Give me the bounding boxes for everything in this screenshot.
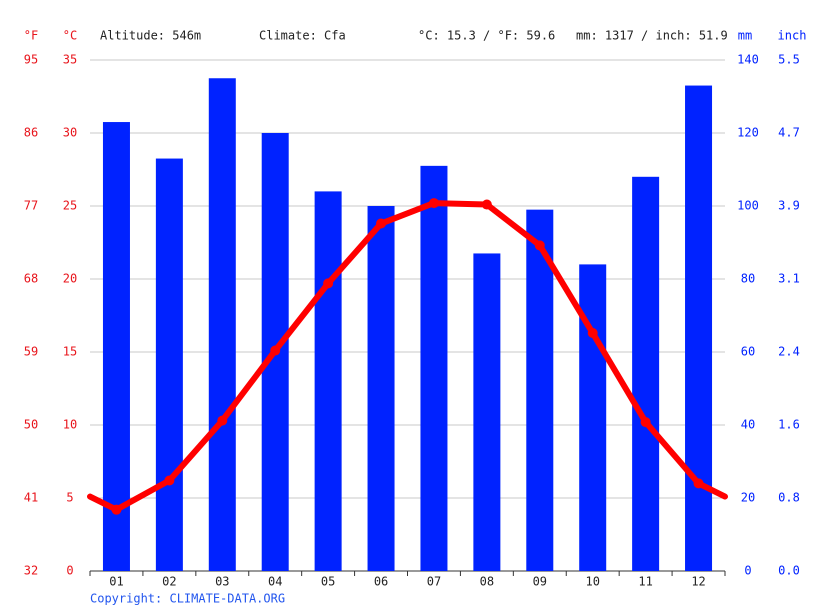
temperature-point: [481, 199, 492, 210]
c-tick-label: 5: [66, 491, 73, 505]
x-tick-label: 03: [215, 575, 229, 589]
x-tick-label: 06: [374, 575, 388, 589]
mm-tick-label: 0: [744, 564, 751, 578]
precipitation-bar: [526, 209, 554, 571]
precipitation-bar: [473, 253, 501, 571]
c-tick-label: 20: [63, 272, 77, 286]
f-tick-label: 41: [24, 491, 38, 505]
temperature-point: [587, 328, 598, 339]
inch-tick-label: 5.5: [778, 53, 800, 67]
precipitation-bar: [208, 78, 236, 571]
f-tick-label: 86: [24, 126, 38, 140]
inch-tick-label: 0.8: [778, 491, 800, 505]
precipitation-bar: [102, 122, 130, 572]
precipitation-bar: [155, 158, 183, 572]
mm-unit: mm: [738, 29, 752, 43]
altitude: Altitude: 546m: [100, 29, 201, 43]
inch-tick-label: 4.7: [778, 126, 800, 140]
precipitation-bar: [420, 165, 448, 571]
mm-tick-label: 140: [737, 53, 759, 67]
inch-tick-label: 3.1: [778, 272, 800, 286]
copyright: Copyright: CLIMATE-DATA.ORG: [90, 592, 285, 606]
f-tick-label: 95: [24, 53, 38, 67]
temperature-point: [217, 415, 228, 426]
mm-tick-label: 40: [741, 418, 755, 432]
x-tick-label: 12: [691, 575, 705, 589]
x-tick-label: 02: [162, 575, 176, 589]
inch-unit: inch: [778, 29, 807, 43]
f-tick-label: 59: [24, 345, 38, 359]
mm-tick-label: 20: [741, 491, 755, 505]
total-precipitation: mm: 1317 / inch: 51.9: [576, 29, 728, 43]
temperature-point: [164, 475, 175, 486]
x-tick-label: 08: [480, 575, 494, 589]
temperature-point: [111, 504, 122, 515]
mm-tick-label: 60: [741, 345, 755, 359]
temperature-point: [428, 198, 439, 209]
mm-tick-label: 80: [741, 272, 755, 286]
c-tick-label: 25: [63, 199, 77, 213]
avg-temperature: °C: 15.3 / °F: 59.6: [418, 29, 555, 43]
temperature-point: [270, 345, 281, 356]
temperature-point: [323, 278, 334, 289]
precipitation-bar: [367, 206, 395, 571]
inch-tick-label: 2.4: [778, 345, 800, 359]
inch-tick-label: 0.0: [778, 564, 800, 578]
inch-tick-label: 1.6: [778, 418, 800, 432]
f-tick-label: 77: [24, 199, 38, 213]
x-tick-label: 07: [427, 575, 441, 589]
x-tick-label: 05: [321, 575, 335, 589]
c-unit: °C: [63, 29, 77, 43]
f-tick-label: 68: [24, 272, 38, 286]
c-tick-label: 35: [63, 53, 77, 67]
f-tick-label: 32: [24, 564, 38, 578]
temperature-point: [376, 218, 387, 229]
x-tick-label: 11: [638, 575, 652, 589]
mm-tick-label: 100: [737, 199, 759, 213]
precipitation-bar: [632, 176, 660, 572]
c-tick-label: 15: [63, 345, 77, 359]
climate: Climate: Cfa: [259, 29, 346, 43]
f-tick-label: 50: [24, 418, 38, 432]
x-tick-label: 10: [585, 575, 599, 589]
mm-tick-label: 120: [737, 126, 759, 140]
inch-tick-label: 3.9: [778, 199, 800, 213]
f-unit: °F: [24, 29, 38, 43]
c-tick-label: 0: [66, 564, 73, 578]
x-tick-label: 04: [268, 575, 282, 589]
c-tick-label: 10: [63, 418, 77, 432]
precipitation-bar: [579, 264, 607, 571]
temperature-line: [115, 200, 701, 513]
x-tick-label: 09: [533, 575, 547, 589]
temperature-point: [693, 478, 704, 489]
temperature-point: [534, 240, 545, 251]
precipitation-bar: [314, 191, 342, 571]
c-tick-label: 30: [63, 126, 77, 140]
precipitation-bar: [685, 85, 713, 572]
temperature-point: [640, 417, 651, 428]
x-tick-label: 01: [109, 575, 123, 589]
